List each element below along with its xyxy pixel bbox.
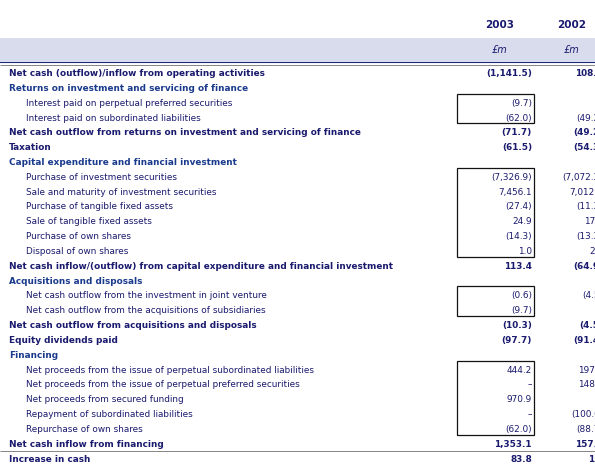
Text: 197.3: 197.3 bbox=[578, 366, 595, 375]
Text: Net cash inflow from financing: Net cash inflow from financing bbox=[9, 440, 164, 449]
Text: (88.7): (88.7) bbox=[577, 425, 595, 434]
Text: Purchase of investment securities: Purchase of investment securities bbox=[26, 173, 177, 182]
Text: (97.7): (97.7) bbox=[502, 336, 532, 345]
Text: Sale and maturity of investment securities: Sale and maturity of investment securiti… bbox=[26, 188, 216, 196]
Text: Capital expenditure and financial investment: Capital expenditure and financial invest… bbox=[9, 158, 237, 167]
Text: Purchase of own shares: Purchase of own shares bbox=[26, 232, 130, 241]
Text: 970.9: 970.9 bbox=[507, 395, 532, 404]
Text: Net cash outflow from acquisitions and disposals: Net cash outflow from acquisitions and d… bbox=[9, 321, 256, 330]
Text: 7,012.0: 7,012.0 bbox=[569, 188, 595, 196]
Text: Net proceeds from secured funding: Net proceeds from secured funding bbox=[26, 395, 183, 404]
Text: 2.4: 2.4 bbox=[589, 247, 595, 256]
Text: (13.3): (13.3) bbox=[577, 232, 595, 241]
Text: (9.7): (9.7) bbox=[511, 306, 532, 315]
Text: Disposal of own shares: Disposal of own shares bbox=[26, 247, 128, 256]
Text: Net cash inflow/(outflow) from capital expenditure and financial investment: Net cash inflow/(outflow) from capital e… bbox=[9, 262, 393, 271]
Text: (4.5): (4.5) bbox=[579, 321, 595, 330]
Text: –: – bbox=[527, 410, 532, 419]
Text: (49.2): (49.2) bbox=[573, 128, 595, 137]
Bar bbox=[0, 38, 595, 62]
Text: 2002: 2002 bbox=[557, 20, 585, 30]
Text: 2003: 2003 bbox=[486, 20, 514, 30]
Text: (7,072.3): (7,072.3) bbox=[563, 173, 595, 182]
Text: (1,141.5): (1,141.5) bbox=[486, 69, 532, 78]
Text: Net cash outflow from the investment in joint venture: Net cash outflow from the investment in … bbox=[26, 291, 267, 300]
Text: Acquisitions and disposals: Acquisitions and disposals bbox=[9, 277, 142, 286]
Text: Interest paid on perpetual preferred securities: Interest paid on perpetual preferred sec… bbox=[26, 99, 232, 108]
Text: 108.5: 108.5 bbox=[575, 69, 595, 78]
Text: 17.6: 17.6 bbox=[584, 217, 595, 227]
Text: 157.1: 157.1 bbox=[575, 440, 595, 449]
Text: 1.3: 1.3 bbox=[588, 454, 595, 463]
Text: (10.3): (10.3) bbox=[502, 321, 532, 330]
Text: 1,353.1: 1,353.1 bbox=[494, 440, 532, 449]
Text: Sale of tangible fixed assets: Sale of tangible fixed assets bbox=[26, 217, 152, 227]
Text: £m: £m bbox=[492, 45, 508, 55]
Text: (100.0): (100.0) bbox=[571, 410, 595, 419]
Text: 24.9: 24.9 bbox=[512, 217, 532, 227]
Text: –: – bbox=[527, 381, 532, 390]
Text: Returns on investment and servicing of finance: Returns on investment and servicing of f… bbox=[9, 84, 248, 93]
Text: (9.7): (9.7) bbox=[511, 99, 532, 108]
Bar bbox=[457, 168, 534, 257]
Text: (11.3): (11.3) bbox=[577, 203, 595, 212]
Text: 444.2: 444.2 bbox=[507, 366, 532, 375]
Text: Taxation: Taxation bbox=[9, 143, 52, 152]
Text: Net cash outflow from returns on investment and servicing of finance: Net cash outflow from returns on investm… bbox=[9, 128, 361, 137]
Text: (71.7): (71.7) bbox=[502, 128, 532, 137]
Text: (49.2): (49.2) bbox=[577, 114, 595, 123]
Text: 113.4: 113.4 bbox=[504, 262, 532, 271]
Text: £m: £m bbox=[563, 45, 579, 55]
Text: (54.3): (54.3) bbox=[573, 143, 595, 152]
Text: (7,326.9): (7,326.9) bbox=[491, 173, 532, 182]
Text: Net proceeds from the issue of perpetual subordinated liabilities: Net proceeds from the issue of perpetual… bbox=[26, 366, 314, 375]
Text: Repurchase of own shares: Repurchase of own shares bbox=[26, 425, 142, 434]
Text: (64.9): (64.9) bbox=[573, 262, 595, 271]
Text: (91.4): (91.4) bbox=[573, 336, 595, 345]
Bar bbox=[457, 94, 534, 123]
Bar bbox=[457, 287, 534, 316]
Text: Increase in cash: Increase in cash bbox=[9, 454, 90, 463]
Text: 7,456.1: 7,456.1 bbox=[498, 188, 532, 196]
Bar bbox=[0, 12, 595, 38]
Text: (61.5): (61.5) bbox=[502, 143, 532, 152]
Text: Net cash (outflow)/inflow from operating activities: Net cash (outflow)/inflow from operating… bbox=[9, 69, 265, 78]
Text: Repayment of subordinated liabilities: Repayment of subordinated liabilities bbox=[26, 410, 192, 419]
Text: 148.5: 148.5 bbox=[578, 381, 595, 390]
Text: (4.5): (4.5) bbox=[583, 291, 595, 300]
Text: (0.6): (0.6) bbox=[511, 291, 532, 300]
Text: Equity dividends paid: Equity dividends paid bbox=[9, 336, 118, 345]
Text: (27.4): (27.4) bbox=[505, 203, 532, 212]
Text: Net proceeds from the issue of perpetual preferred securities: Net proceeds from the issue of perpetual… bbox=[26, 381, 299, 390]
Text: (14.3): (14.3) bbox=[505, 232, 532, 241]
Text: 1.0: 1.0 bbox=[518, 247, 532, 256]
Text: (62.0): (62.0) bbox=[505, 114, 532, 123]
Text: 83.8: 83.8 bbox=[510, 454, 532, 463]
Text: Financing: Financing bbox=[9, 351, 58, 360]
Bar bbox=[457, 360, 534, 435]
Text: Interest paid on subordinated liabilities: Interest paid on subordinated liabilitie… bbox=[26, 114, 201, 123]
Text: Purchase of tangible fixed assets: Purchase of tangible fixed assets bbox=[26, 203, 173, 212]
Text: Net cash outflow from the acquisitions of subsidiaries: Net cash outflow from the acquisitions o… bbox=[26, 306, 265, 315]
Text: (62.0): (62.0) bbox=[505, 425, 532, 434]
